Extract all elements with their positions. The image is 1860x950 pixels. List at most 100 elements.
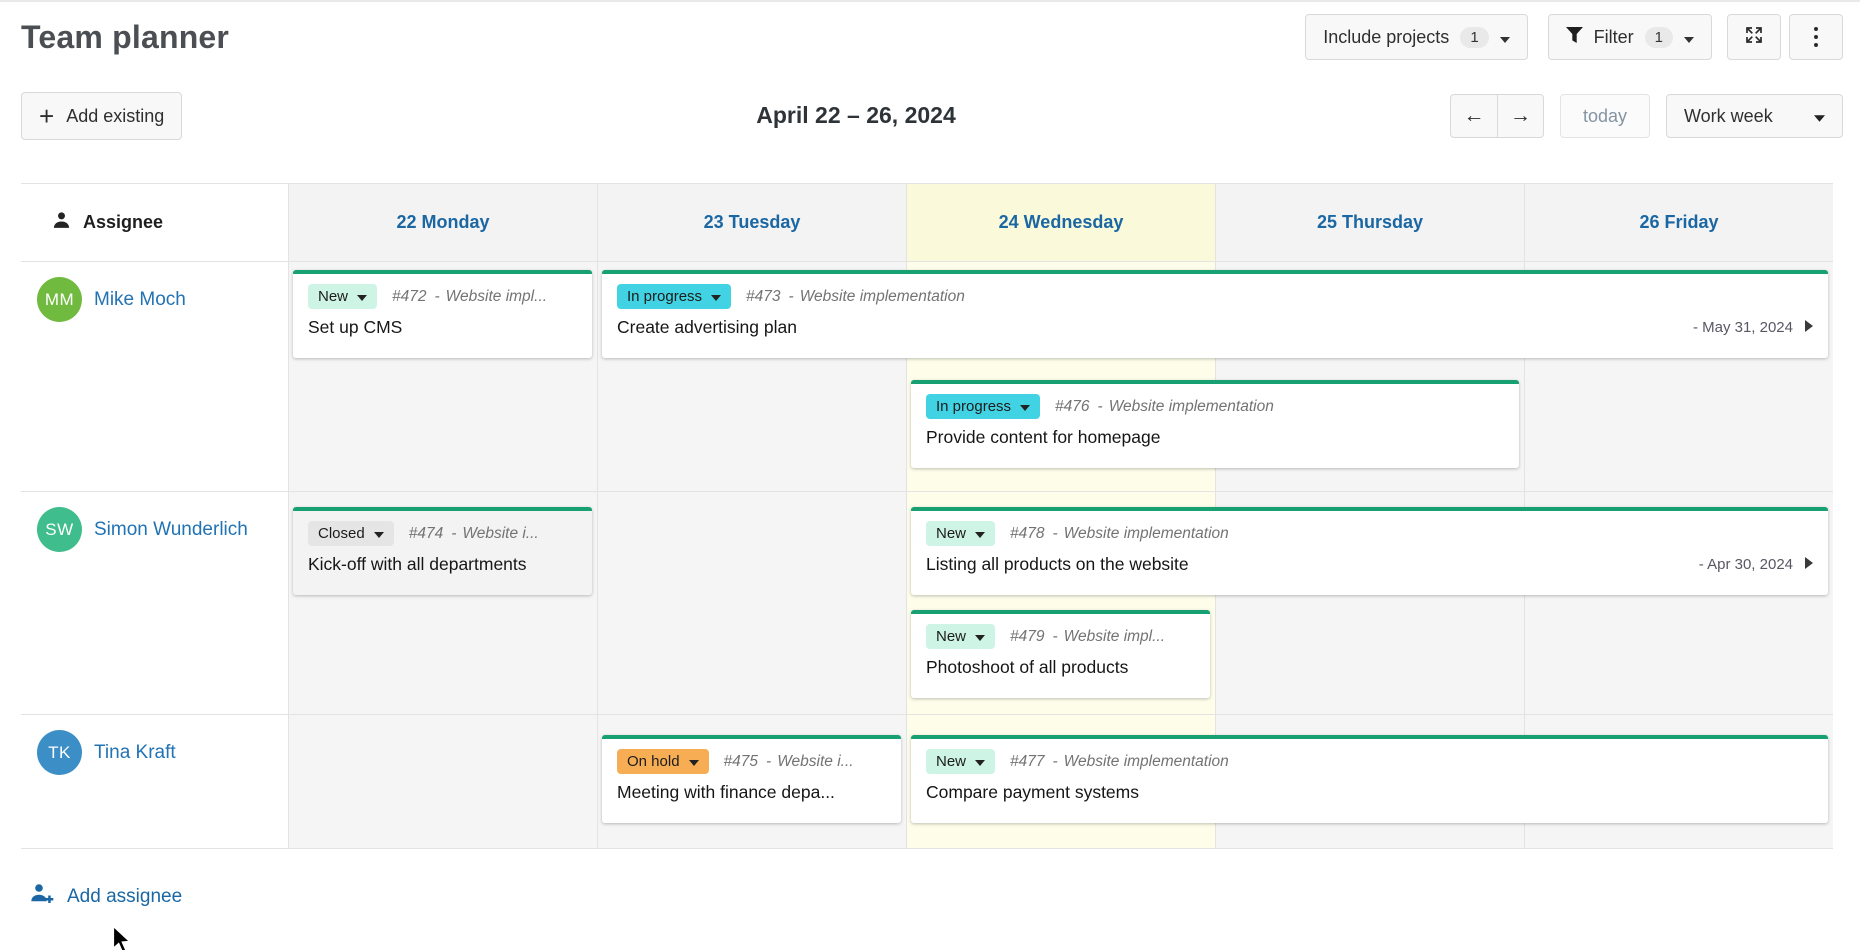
person-plus-icon xyxy=(30,883,55,910)
chevron-down-icon xyxy=(1499,27,1510,48)
filter-button[interactable]: Filter 1 xyxy=(1547,14,1712,60)
status-dropdown[interactable]: Closed xyxy=(308,521,394,546)
work-package-card[interactable]: In progress #476- Website implementation Pr… xyxy=(911,380,1519,468)
plus-icon: + xyxy=(39,101,55,131)
chevron-down-icon xyxy=(1814,106,1825,127)
work-package-card[interactable]: In progress #473- Website implementation Cr… xyxy=(602,270,1828,358)
calendar-header-row: Assignee 22 Monday 23 Tuesday 24 Wednesday… xyxy=(21,184,1833,262)
id-project-separator: - xyxy=(1097,397,1103,415)
status-dropdown[interactable]: New xyxy=(926,749,996,774)
id-project-separator: - xyxy=(1052,752,1058,770)
arrow-left-icon: ← xyxy=(1463,104,1485,127)
assignee-box: MM Mike Moch xyxy=(37,277,274,322)
planner-row: TK Tina Kraft On hold #475- Website i... Meet… xyxy=(21,715,1833,849)
work-package-card[interactable]: New #472- Website impl... Set up CMS xyxy=(293,270,592,358)
status-dropdown[interactable]: New xyxy=(926,521,996,546)
card-meta-row: Closed #474- Website i... xyxy=(308,521,577,546)
assignee-name-link[interactable]: Mike Moch xyxy=(94,288,186,310)
project-name: Website implementation xyxy=(1063,524,1229,542)
work-package-card[interactable]: Closed #474- Website i... Kick-off with all… xyxy=(293,507,592,595)
work-package-id: #476 xyxy=(1055,397,1090,415)
assignee-cell: SW Simon Wunderlich xyxy=(21,492,288,714)
status-dropdown[interactable]: In progress xyxy=(926,394,1041,419)
card-meta-row: On hold #475- Website i... xyxy=(617,749,886,774)
work-package-title: Set up CMS xyxy=(308,317,403,337)
assignee-name-link[interactable]: Tina Kraft xyxy=(94,741,176,763)
id-project-separator: - xyxy=(451,524,457,542)
chevron-down-icon xyxy=(1684,27,1694,48)
add-assignee-link[interactable]: Add assignee xyxy=(30,883,182,910)
work-package-id: #477 xyxy=(1010,752,1045,770)
status-dropdown[interactable]: New xyxy=(926,624,996,649)
person-icon xyxy=(52,211,71,235)
day-column-header: 23 Tuesday xyxy=(597,184,906,261)
previous-week-button[interactable]: ← xyxy=(1449,94,1497,138)
work-package-card[interactable]: On hold #475- Website i... Meeting with fin… xyxy=(602,735,901,823)
add-existing-label: Add existing xyxy=(66,105,165,126)
status-label: In progress xyxy=(936,398,1012,415)
work-package-id: #474 xyxy=(408,524,444,542)
work-package-id: #479 xyxy=(1010,627,1045,645)
arrow-right-icon: → xyxy=(1509,104,1531,127)
chevron-down-icon xyxy=(975,525,986,542)
continues-right-icon xyxy=(1804,556,1813,573)
mouse-cursor xyxy=(112,925,135,950)
next-week-button[interactable]: → xyxy=(1496,94,1544,138)
assignee-cell: MM Mike Moch xyxy=(21,262,288,491)
chevron-down-icon xyxy=(975,753,986,770)
day-cell[interactable] xyxy=(597,492,906,714)
calendar-nav: ← → today Work week xyxy=(1449,94,1843,138)
work-package-card[interactable]: New #478- Website implementation Listing al… xyxy=(911,507,1828,595)
status-dropdown[interactable]: On hold xyxy=(617,749,709,774)
work-package-card[interactable]: New #477- Website implementation Compare pa… xyxy=(911,735,1828,823)
project-name: Website i... xyxy=(777,752,854,770)
chevron-down-icon xyxy=(711,288,722,305)
day-column-header: 24 Wednesday xyxy=(906,184,1215,261)
id-project-separator: - xyxy=(788,287,794,305)
avatar: MM xyxy=(37,277,82,322)
project-name: Website implementation xyxy=(1063,752,1229,770)
status-label: On hold xyxy=(627,753,680,770)
planner-table: Assignee 22 Monday 23 Tuesday 24 Wednesday… xyxy=(21,183,1833,849)
card-title-row: Create advertising plan - May 31, 2024 xyxy=(617,317,1813,338)
day-cell[interactable] xyxy=(288,715,597,848)
add-existing-button[interactable]: + Add existing xyxy=(21,92,183,140)
project-name: Website implementation xyxy=(799,287,965,305)
include-projects-label: Include projects xyxy=(1323,26,1450,47)
day-column-header: 22 Monday xyxy=(288,184,597,261)
avatar: TK xyxy=(37,730,82,775)
view-mode-select[interactable]: Work week xyxy=(1666,94,1843,138)
card-title-row: Set up CMS xyxy=(308,317,577,338)
status-label: New xyxy=(318,288,349,305)
view-mode-label: Work week xyxy=(1684,105,1773,126)
filter-icon xyxy=(1565,26,1583,48)
assignee-column-header: Assignee xyxy=(21,184,288,261)
page-title: Team planner xyxy=(21,19,230,55)
card-meta-row: New #477- Website implementation xyxy=(926,749,1813,774)
status-label: In progress xyxy=(627,288,703,305)
fullscreen-button[interactable] xyxy=(1727,14,1781,60)
project-name: Website implementation xyxy=(1108,397,1274,415)
card-title-row: Compare payment systems xyxy=(926,782,1813,803)
continues-right-icon xyxy=(1804,319,1813,336)
status-label: New xyxy=(936,628,967,645)
chevron-down-icon xyxy=(688,753,699,770)
assignee-box: TK Tina Kraft xyxy=(37,730,274,775)
chevron-down-icon xyxy=(1020,398,1031,415)
status-dropdown[interactable]: In progress xyxy=(617,284,732,309)
day-column-header: 26 Friday xyxy=(1524,184,1833,261)
date-range-title: April 22 – 26, 2024 xyxy=(756,102,956,128)
status-dropdown[interactable]: New xyxy=(308,284,378,309)
assignee-cell: TK Tina Kraft xyxy=(21,715,288,848)
kebab-icon xyxy=(1814,27,1818,47)
calendar-toolbar: + Add existing April 22 – 26, 2024 ← → t… xyxy=(21,92,1843,140)
due-date-text: - Apr 30, 2024 xyxy=(1698,556,1793,573)
card-title-row: Listing all products on the website - Apr… xyxy=(926,554,1813,575)
assignee-name-link[interactable]: Simon Wunderlich xyxy=(94,518,248,540)
include-projects-button[interactable]: Include projects 1 xyxy=(1305,14,1528,60)
work-package-id: #475 xyxy=(723,752,759,770)
work-package-card[interactable]: New #479- Website impl... Photoshoot of all… xyxy=(911,610,1210,698)
today-button[interactable]: today xyxy=(1559,94,1650,138)
more-options-button[interactable] xyxy=(1789,14,1843,60)
